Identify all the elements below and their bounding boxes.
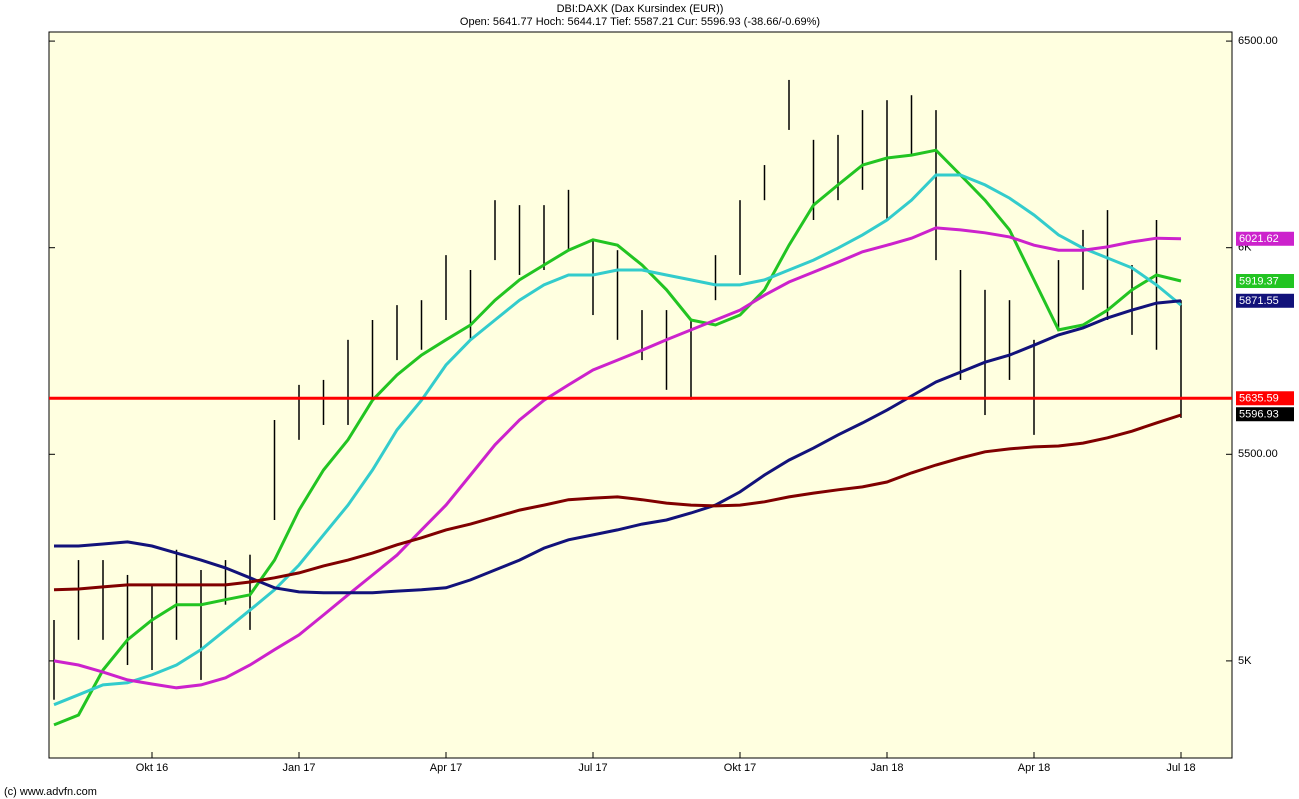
chart-subtitle: Open: 5641.77 Hoch: 5644.17 Tief: 5587.2…	[460, 16, 820, 28]
footer: (c) www.advfn.com	[4, 786, 97, 798]
value-box	[1236, 407, 1294, 422]
value-box	[1236, 293, 1294, 308]
value-box-label: 5635.59	[1239, 393, 1279, 405]
x-tick-label: Apr 17	[430, 762, 462, 774]
value-box	[1236, 274, 1294, 289]
value-box-label: 5871.55	[1239, 295, 1279, 307]
moving-average	[53, 173, 1182, 707]
x-tick-label: Okt 17	[724, 762, 756, 774]
value-box-label: 6021.62	[1239, 233, 1279, 245]
y-tick-label: 6500.00	[1238, 35, 1278, 47]
value-box	[1236, 391, 1294, 406]
moving-average	[54, 299, 1182, 595]
moving-average	[53, 148, 1182, 727]
x-tick-label: Jul 17	[578, 762, 607, 774]
value-box-label: 5919.37	[1239, 275, 1279, 287]
value-box	[1236, 231, 1294, 246]
value-box-label: 5596.93	[1239, 409, 1279, 421]
x-tick-label: Jul 18	[1166, 762, 1195, 774]
moving-average	[53, 413, 1182, 592]
chart-title: DBI:DAXK (Dax Kursindex (EUR))	[557, 3, 724, 15]
x-tick-label: Jan 17	[282, 762, 315, 774]
plot-area	[48, 31, 1233, 759]
x-tick-label: Okt 16	[136, 762, 168, 774]
x-tick-label: Apr 18	[1018, 762, 1050, 774]
y-tick-label: 5500.00	[1238, 448, 1278, 460]
x-tick-label: Jan 18	[870, 762, 903, 774]
y-tick-label: 5K	[1238, 655, 1252, 667]
moving-average	[53, 226, 1182, 690]
